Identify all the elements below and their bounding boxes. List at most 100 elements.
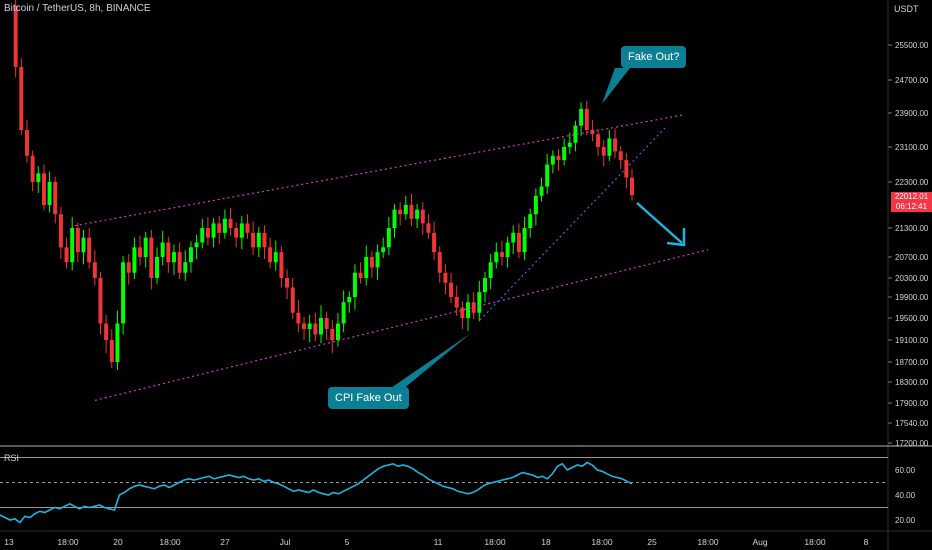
candle-body (550, 155, 555, 165)
candle-body (454, 297, 459, 308)
candle-body (369, 257, 374, 268)
candle-body (562, 147, 567, 161)
candle-countdown: 06:12:41 (891, 202, 932, 212)
candle-body (466, 302, 471, 318)
candle-body (177, 252, 182, 273)
time-tick-label: Jul (280, 537, 291, 547)
candle-body (324, 318, 329, 329)
candle-body (539, 186, 544, 196)
candle-body (471, 302, 476, 313)
price-channel (74, 114, 709, 401)
candle-body (460, 307, 465, 318)
candle-body (53, 182, 58, 215)
candle-body (194, 242, 199, 248)
candle-body (30, 155, 35, 182)
candle-body (420, 209, 425, 224)
candle-body (268, 247, 273, 263)
candle-body (41, 173, 46, 205)
candle-body (149, 237, 154, 278)
candle-body (13, 5, 18, 67)
price-tick-label: 25500.00 (895, 41, 929, 50)
price-tick-label: 20300.00 (895, 274, 929, 283)
candle-body (381, 247, 386, 253)
projection-arrow-line (636, 202, 683, 244)
candle-body (183, 262, 188, 273)
candle-body (171, 252, 176, 263)
candle-body (432, 232, 437, 253)
candle-body (505, 242, 510, 257)
time-tick-label: 8 (864, 537, 869, 547)
candle-body (132, 247, 137, 273)
candle-body (601, 147, 606, 156)
candle-body (36, 173, 41, 182)
time-tick-label: 5 (345, 537, 350, 547)
price-tick-label: 23900.00 (895, 109, 929, 118)
annotations (388, 68, 686, 390)
price-tick-label: 17200.00 (895, 439, 929, 448)
time-tick-label: 18:00 (697, 537, 719, 547)
candle-body (584, 108, 589, 130)
candle-body (19, 66, 24, 130)
currency-label: USDT (894, 4, 919, 14)
candle-body (352, 272, 357, 297)
time-tick-label: 27 (220, 537, 230, 547)
rsi-tick-label: 60.00 (895, 466, 916, 475)
candle-body (522, 228, 527, 253)
candle-body (341, 302, 346, 324)
candle-body (104, 323, 109, 340)
candle-body (596, 134, 601, 147)
time-tick-label: 18:00 (159, 537, 181, 547)
candle-body (398, 209, 403, 215)
candle-body (392, 209, 397, 228)
candle-body (234, 228, 239, 238)
candle-body (75, 228, 80, 253)
candle-body (166, 242, 171, 263)
price-tick-label: 19900.00 (895, 293, 929, 302)
candle-body (200, 228, 205, 243)
candle-body (516, 232, 521, 253)
time-tick-label: 11 (434, 537, 443, 547)
price-tick-label: 17900.00 (895, 399, 929, 408)
price-tick-label: 22300.00 (895, 178, 929, 187)
candle-body (126, 262, 131, 273)
candle-body (618, 151, 623, 161)
candle-body (319, 318, 323, 335)
time-axis: 13 18:00 20 18:00 27 Jul 5 11 18:00 18 18:00 25 18:0… (4, 537, 868, 547)
rsi-tick-label: 40.00 (895, 491, 916, 500)
candle-body (296, 312, 301, 324)
candle-body (262, 232, 267, 248)
price-tick-label: 24700.00 (895, 76, 929, 85)
candle-body (556, 155, 561, 161)
candle-body (228, 218, 233, 228)
candle-body (188, 247, 193, 263)
candle-body (545, 164, 550, 187)
candle-body (245, 223, 250, 233)
candle-body (533, 195, 538, 215)
candles (13, 0, 634, 370)
price-tick-label: 21300.00 (895, 224, 929, 233)
price-tick-label: 19500.00 (895, 314, 929, 323)
trend-support-line (479, 127, 666, 321)
candle-body (121, 262, 126, 324)
time-tick-label: Aug (752, 537, 767, 547)
time-tick-label: 13 (4, 537, 14, 547)
rsi-label: RSI (4, 453, 20, 463)
time-tick-label: 18:00 (57, 537, 79, 547)
candle-body (437, 252, 442, 273)
candle-body (573, 125, 578, 143)
fake-out-pointer (602, 68, 630, 104)
candle-body (222, 218, 227, 233)
time-tick-label: 18:00 (804, 537, 826, 547)
candle-body (217, 223, 222, 233)
candle-body (307, 323, 312, 329)
candle-body (155, 257, 160, 278)
candle-body (499, 252, 504, 257)
time-tick-label: 18:00 (484, 537, 506, 547)
candle-body (47, 182, 52, 205)
rsi-axis: 60.00 40.00 20.00 (0, 457, 916, 525)
candle-body (109, 340, 114, 362)
time-tick-label: 18 (541, 537, 551, 547)
candle-body (613, 138, 618, 152)
